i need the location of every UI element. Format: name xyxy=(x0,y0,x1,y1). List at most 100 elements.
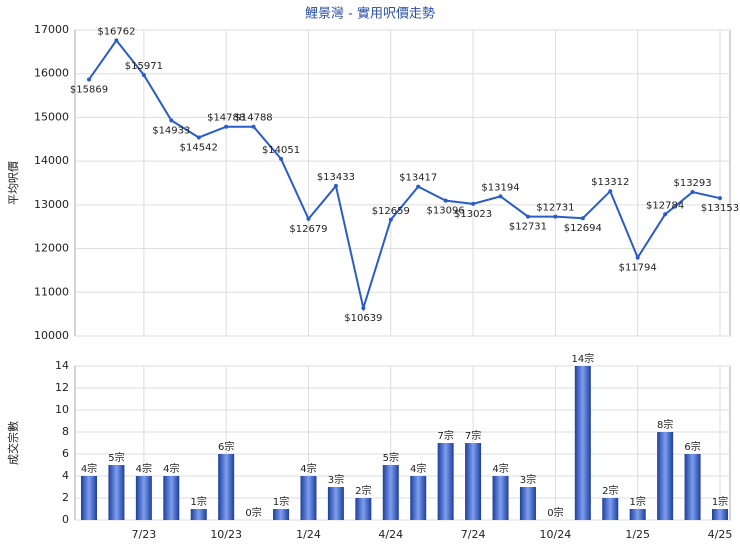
data-label: $13023 xyxy=(454,209,492,220)
data-label: 3宗 xyxy=(520,473,536,486)
bar xyxy=(355,498,372,520)
data-label: $15971 xyxy=(125,61,163,72)
point xyxy=(141,72,146,77)
data-label: 2宗 xyxy=(355,484,371,497)
data-label: 4宗 xyxy=(300,462,316,475)
y-tick-label: 4 xyxy=(62,469,69,482)
bar xyxy=(712,509,728,520)
y-tick-label: 14000 xyxy=(34,154,69,167)
bar xyxy=(492,476,509,520)
data-label: 7宗 xyxy=(465,429,481,442)
plot-area xyxy=(74,365,731,521)
data-label: 3宗 xyxy=(328,473,344,486)
bar xyxy=(300,476,317,520)
x-tick-label: 1/25 xyxy=(625,528,650,541)
data-label: $13417 xyxy=(399,173,437,184)
x-tick-label: 1/24 xyxy=(296,528,321,541)
data-label: 4宗 xyxy=(81,462,97,475)
bar xyxy=(629,509,646,520)
data-label: $14933 xyxy=(152,125,190,136)
bar xyxy=(657,432,674,520)
bar xyxy=(684,454,701,520)
x-tick-label: 4/24 xyxy=(378,528,403,541)
point xyxy=(416,184,421,189)
y-axis-label: 平均呎價 xyxy=(6,161,20,205)
point xyxy=(251,124,256,129)
data-label: $13433 xyxy=(317,172,355,183)
data-label: 1宗 xyxy=(630,495,646,508)
point xyxy=(580,216,585,221)
bar xyxy=(81,476,97,520)
bar xyxy=(218,454,235,520)
y-tick-label: 0 xyxy=(62,513,69,526)
x-tick-label: 4/25 xyxy=(708,528,733,541)
data-label: $13194 xyxy=(481,182,519,193)
bar xyxy=(163,476,180,520)
data-label: $14788 xyxy=(235,113,273,124)
y-tick-label: 10 xyxy=(55,403,69,416)
point xyxy=(443,198,448,203)
data-label: $13293 xyxy=(673,178,711,189)
data-label: $13096 xyxy=(427,206,465,217)
point xyxy=(635,255,640,260)
bar xyxy=(382,465,399,520)
point xyxy=(306,216,311,221)
x-tick-label: 10/23 xyxy=(210,528,242,541)
bar xyxy=(465,443,482,520)
bar xyxy=(437,443,454,520)
data-label: 1宗 xyxy=(712,495,728,508)
point xyxy=(525,214,530,219)
bar xyxy=(273,509,290,520)
point xyxy=(471,201,476,206)
y-axis-label: 成交宗數 xyxy=(6,421,20,465)
y-tick-label: 11000 xyxy=(34,285,69,298)
price-line xyxy=(88,38,721,312)
point xyxy=(718,196,722,201)
data-label: 14宗 xyxy=(571,352,594,365)
data-label: 5宗 xyxy=(383,451,399,464)
plot-area xyxy=(74,29,731,337)
data-label: 7宗 xyxy=(437,429,453,442)
point xyxy=(498,194,503,199)
data-label: $12731 xyxy=(536,203,574,214)
y-tick-label: 13000 xyxy=(34,198,69,211)
point xyxy=(279,156,284,161)
data-label: 8宗 xyxy=(657,418,673,431)
point xyxy=(333,183,338,188)
data-label: $14051 xyxy=(262,145,300,156)
point xyxy=(608,189,613,194)
data-label: 0宗 xyxy=(547,506,563,519)
data-label: $11794 xyxy=(619,263,657,274)
data-label: $14788 xyxy=(207,113,245,124)
data-label: $15869 xyxy=(70,84,108,95)
point xyxy=(114,38,119,43)
bar xyxy=(519,487,536,520)
bar xyxy=(327,487,344,520)
data-label: 4宗 xyxy=(136,462,152,475)
y-tick-label: 6 xyxy=(62,447,69,460)
bar xyxy=(190,509,207,520)
x-tick-label: 10/24 xyxy=(540,528,572,541)
point xyxy=(553,214,558,219)
data-label: $14542 xyxy=(180,142,218,153)
x-tick-label: 7/23 xyxy=(132,528,157,541)
bar xyxy=(574,366,591,520)
y-tick-label: 2 xyxy=(62,491,69,504)
data-label: 4宗 xyxy=(410,462,426,475)
data-label: 0宗 xyxy=(245,506,261,519)
y-tick-label: 14 xyxy=(55,359,69,372)
data-label: $12731 xyxy=(509,222,547,233)
y-tick-label: 12 xyxy=(55,381,69,394)
bar xyxy=(410,476,427,520)
point xyxy=(87,77,91,82)
data-label: $12694 xyxy=(564,223,602,234)
point xyxy=(663,212,668,217)
chart-title: 鯉景灣 - 實用呎價走勢 xyxy=(305,6,435,22)
point xyxy=(361,306,366,311)
y-tick-label: 17000 xyxy=(34,23,69,36)
data-label: $12659 xyxy=(372,206,410,217)
y-tick-label: 8 xyxy=(62,425,69,438)
data-label: 6宗 xyxy=(684,440,700,453)
data-label: $10639 xyxy=(344,313,382,324)
